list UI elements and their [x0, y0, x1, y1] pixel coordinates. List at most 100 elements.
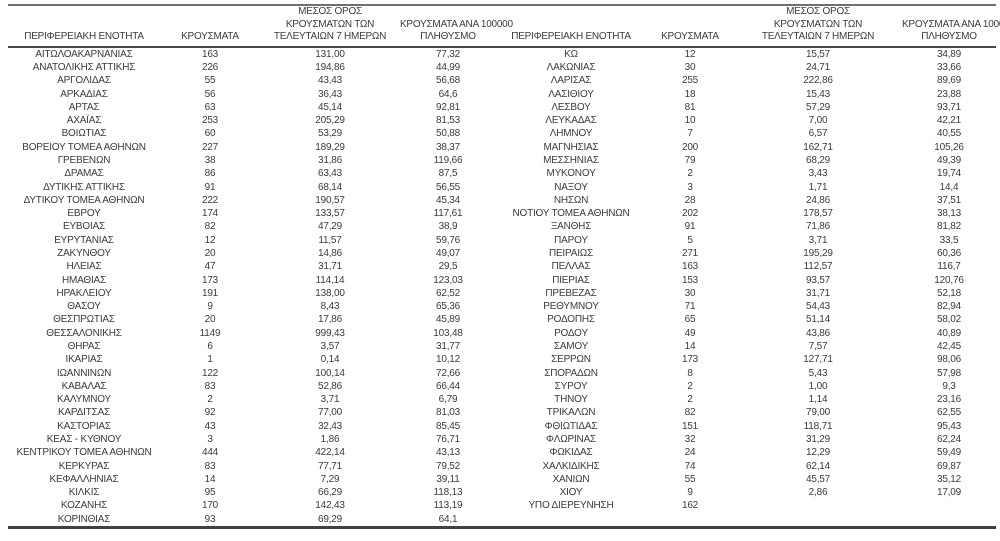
region-cell: ΝΗΣΩΝ: [553, 194, 589, 206]
avg7-cell: 77,00: [317, 407, 343, 419]
per100k-cell: 38,37: [435, 141, 461, 153]
avg7-cell: 11,57: [318, 234, 342, 246]
per100k-cell: 33,5: [939, 234, 959, 246]
per100k-cell: 72,66: [435, 367, 461, 379]
cases-cell: 174: [201, 208, 219, 220]
cases-cell: 12: [204, 234, 216, 246]
table-row: ΘΕΣΠΡΩΤΙΑΣ 20 17,86 45,89 ΡΟΔΟΠΗΣ 65 51,14 58,0…: [8, 313, 996, 326]
cases-cell: 38: [204, 155, 216, 167]
header-avg7-line1: ΜΕΣΟΣ ΟΡΟΣ: [298, 6, 362, 17]
header-region-label: ΠΕΡΙΦΕΡΕΙΑΚΗ ΕΝΟΤΗΤΑ: [511, 31, 631, 43]
region-cell: ΦΩΚΙΔΑΣ: [549, 447, 593, 459]
region-cell: ΚΕΦΑΛΛΗΝΙΑΣ: [49, 473, 119, 485]
per100k-cell: 40,55: [936, 128, 962, 140]
avg7-cell: 138,00: [315, 287, 345, 299]
table-row: ΚΑΛΥΜΝΟΥ 2 3,71 6,79 ΤΗΝΟΥ 2 1,14 23,16: [8, 393, 996, 406]
cases-cell: 2: [687, 168, 693, 180]
per100k-cell: 38,9: [438, 221, 458, 233]
per100k-cell: 33,66: [936, 62, 962, 74]
avg7-cell: 71,86: [805, 221, 831, 233]
header-avg7-line1: ΜΕΣΟΣ ΟΡΟΣ: [786, 6, 850, 17]
cases-cell: 63: [204, 101, 216, 113]
cases-table: ΠΕΡΙΦΕΡΕΙΑΚΗ ΕΝΟΤΗΤΑ ΚΡΟΥΣΜΑΤΑ ΜΕΣΟΣ ΟΡΟ…: [8, 4, 1000, 529]
per100k-cell: 39,11: [436, 473, 460, 485]
avg7-cell: 189,29: [315, 141, 345, 153]
cases-cell: 9: [207, 301, 213, 313]
per100k-cell: 42,21: [936, 115, 962, 127]
cases-cell: [646, 513, 734, 528]
region-cell: ΦΘΙΩΤΙΔΑΣ: [544, 420, 598, 432]
header-per100k-line2: ΠΛΗΘΥΣΜΟ: [921, 31, 977, 43]
cases-cell: 162: [681, 500, 699, 512]
region-cell: ΕΥΒΟΙΑΣ: [62, 221, 106, 233]
table-header: ΠΕΡΙΦΕΡΕΙΑΚΗ ΕΝΟΤΗΤΑ ΚΡΟΥΣΜΑΤΑ ΜΕΣΟΣ ΟΡΟ…: [8, 5, 1000, 47]
avg7-cell: 999,43: [315, 327, 345, 339]
cases-cell: 5: [687, 234, 693, 246]
region-cell: ΕΒΡΟΥ: [67, 208, 101, 220]
per100k-cell: 65,36: [435, 301, 461, 313]
header-per100k-line1: ΚΡΟΥΣΜΑΤΑ ΑΝΑ 100000: [400, 18, 513, 30]
table-row: ΑΡΓΟΛΙΔΑΣ 55 43,43 56,68 ΛΑΡΙΣΑΣ 255 222,86 89,…: [8, 74, 996, 87]
per100k-cell: 31,77: [435, 340, 461, 352]
cases-cell: 93: [204, 513, 216, 525]
region-cell: ΑΡΚΑΔΙΑΣ: [60, 88, 108, 100]
per100k-cell: 87,5: [438, 168, 458, 180]
region-cell: ΣΥΡΟΥ: [554, 380, 588, 392]
per100k-cell: 89,69: [936, 75, 962, 87]
avg7-cell: 12,29: [805, 447, 831, 459]
cases-cell: 444: [201, 447, 219, 459]
avg7-cell: 142,43: [315, 500, 345, 512]
region-cell: ΘΕΣΣΑΛΟΝΙΚΗΣ: [46, 327, 122, 339]
cases-cell: 28: [684, 194, 696, 206]
table-row: ΒΟΙΩΤΙΑΣ 60 53,29 50,88 ΛΗΜΝΟΥ 7 6,57 40,55: [8, 127, 996, 140]
table-row: ΙΩΑΝΝΙΝΩΝ 122 100,14 72,66 ΣΠΟΡΑΔΩΝ 8 5,43 57,9…: [8, 367, 996, 380]
cases-cell: 82: [684, 407, 696, 419]
region-cell: ΛΕΣΒΟΥ: [551, 101, 591, 113]
table-row: ΕΒΡΟΥ 174 133,57 117,61 ΝΟΤΙΟΥ ΤΟΜΕΑ ΑΘΗΝΩΝ 2…: [8, 207, 996, 220]
per100k-cell: 62,55: [936, 407, 962, 419]
header-avg7-line2: ΚΡΟΥΣΜΑΤΩΝ ΤΩΝ: [773, 18, 863, 30]
per100k-cell: 9,3: [942, 380, 956, 392]
per100k-cell: 103,48: [433, 327, 463, 339]
avg7-cell: 6,57: [808, 128, 828, 140]
cases-cell: 2: [207, 394, 213, 406]
avg7-cell: 112,57: [803, 261, 833, 273]
avg7-cell: 3,71: [808, 234, 828, 246]
cases-cell: 65: [684, 314, 696, 326]
per100k-cell: 45,34: [435, 194, 461, 206]
per100k-cell: 85,45: [435, 420, 461, 432]
region-cell: ΚΟΖΑΝΗΣ: [60, 500, 108, 512]
avg7-cell: 205,29: [315, 115, 345, 127]
region-cell: ΚΙΛΚΙΣ: [68, 487, 100, 499]
per100k-cell: 81,03: [435, 407, 461, 419]
cases-cell: 91: [204, 181, 216, 193]
avg7-cell: 24,71: [805, 62, 831, 74]
region-cell: ΚΕΑΣ - ΚΥΘΝΟΥ: [46, 433, 122, 445]
region-cell: ΗΡΑΚΛΕΙΟΥ: [56, 287, 112, 299]
region-cell: ΚΟΡΙΝΘΙΑΣ: [57, 513, 111, 525]
region-cell: ΘΑΣΟΥ: [67, 301, 101, 313]
per100k-cell: 43,13: [435, 447, 461, 459]
avg7-cell: 7,57: [808, 340, 828, 352]
header-avg7-line3: ΤΕΛΕΥΤΑΙΩΝ 7 ΗΜΕΡΩΝ: [761, 31, 875, 43]
per100k-cell: 82,94: [936, 301, 962, 313]
header-avg7-left: ΜΕΣΟΣ ΟΡΟΣ ΚΡΟΥΣΜΑΤΩΝ ΤΩΝ ΤΕΛΕΥΤΑΙΩΝ 7 Η…: [260, 5, 400, 47]
region-cell: ΠΑΡΟΥ: [554, 234, 588, 246]
header-cases-label: ΚΡΟΥΣΜΑΤΑ: [181, 31, 239, 43]
cases-cell: 226: [201, 62, 219, 74]
region-cell: ΚΑΛΥΜΝΟΥ: [56, 394, 112, 406]
region-cell: ΠΡΕΒΕΖΑΣ: [545, 287, 597, 299]
region-cell: ΛΗΜΝΟΥ: [549, 128, 593, 140]
table-row: ΑΧΑΪΑΣ 253 205,29 81,53 ΛΕΥΚΑΔΑΣ 10 7,00 42,21: [8, 114, 996, 127]
header-avg7-line3: ΤΕΛΕΥΤΑΙΩΝ 7 ΗΜΕΡΩΝ: [273, 31, 387, 43]
cases-cell: 222: [201, 194, 219, 206]
cases-cell: 20: [204, 314, 216, 326]
region-cell: ΗΜΑΘΙΑΣ: [61, 274, 107, 286]
cases-cell: 60: [204, 128, 216, 140]
per100k-cell: [902, 499, 996, 512]
avg7-cell: [734, 499, 902, 512]
avg7-cell: 194,86: [315, 62, 345, 74]
region-cell: ΠΕΙΡΑΙΩΣ: [548, 248, 594, 259]
per100k-cell: 19,74: [936, 168, 962, 180]
avg7-cell: 15,57: [805, 48, 831, 60]
